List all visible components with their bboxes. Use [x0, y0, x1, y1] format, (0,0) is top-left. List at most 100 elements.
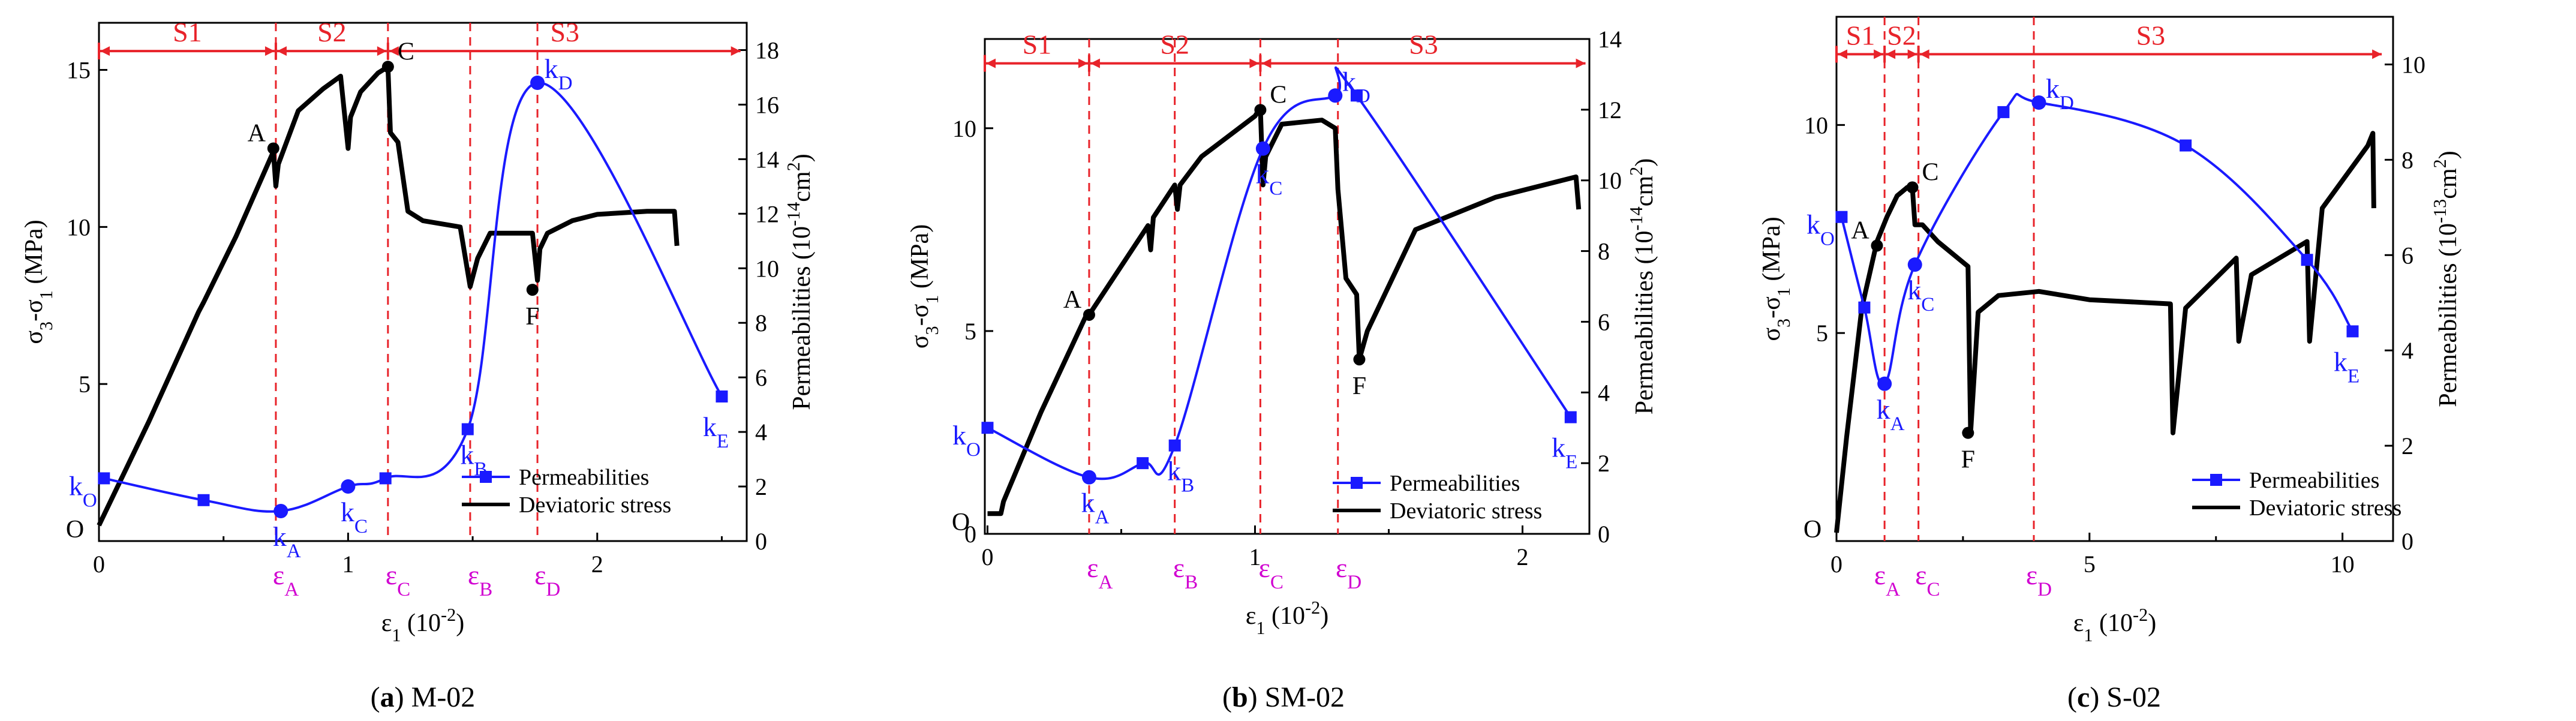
y-right-axis-title: Permeabilities (10-14cm2) [1626, 158, 1658, 415]
stress-point-label: A [1063, 286, 1082, 314]
panel-caption: (b) SM-02 [1222, 681, 1345, 713]
stage-arrow-s3: S3 [1259, 29, 1586, 72]
permeability-label-kd: kD [545, 53, 573, 94]
stage-label: S1 [173, 17, 202, 47]
stage-label: S1 [1846, 20, 1875, 50]
y-left-axis-title: σ3-σ1 (MPa) [906, 224, 942, 349]
stress-point-label: C [398, 38, 414, 65]
stage-label: S3 [550, 17, 579, 47]
y-right-tick-label: 6 [1598, 308, 1610, 335]
stage-arrow-s1: S1 [1835, 20, 1884, 63]
y-left-tick-label: 5 [79, 371, 91, 398]
strain-label-eps-b: εB [468, 560, 492, 600]
y-right-tick-label: 12 [1598, 97, 1622, 124]
permeability-point [530, 76, 545, 91]
y-right-tick-label: 10 [2401, 51, 2425, 78]
stress-point-a [1083, 308, 1095, 321]
permeability-point [2180, 139, 2192, 152]
legend-permeability-label: Permeabilities [519, 465, 649, 490]
permeability-point [1137, 457, 1149, 470]
y-right-tick-label: 0 [2401, 528, 2413, 555]
y-right-tick-label: 14 [1598, 26, 1622, 53]
y-right-tick-label: 12 [755, 200, 779, 227]
strain-label-eps-c: εC [386, 560, 410, 600]
y-right-tick-label: 8 [755, 310, 767, 337]
series-permeabilities [103, 81, 723, 513]
stage-label: S3 [1409, 29, 1438, 60]
permeability-label-ka: kA [1081, 488, 1109, 528]
permeability-point [2031, 95, 2046, 110]
permeability-point [1858, 301, 1871, 314]
permeability-point [1835, 211, 1848, 223]
series-permeabilities [987, 66, 1572, 480]
y-right-tick-label: 0 [755, 528, 767, 555]
y-left-tick-label: 5 [1816, 320, 1828, 347]
permeability-point [1907, 257, 1922, 272]
permeability-point [341, 479, 356, 494]
x-tick-label: 1 [342, 551, 354, 578]
stage-arrow-head-left [986, 58, 996, 68]
plot-frame [984, 38, 1591, 535]
y-right-tick-label: 6 [755, 364, 767, 391]
strain-label-eps-d: εD [534, 560, 560, 600]
legend-permeability-marker [1351, 477, 1363, 489]
x-tick-label: 1 [1249, 543, 1261, 570]
stress-point-label: A [1851, 217, 1869, 245]
stage-label: S2 [1160, 29, 1189, 60]
y-left-tick-label: 5 [964, 318, 976, 345]
origin-label: O [952, 509, 970, 536]
y-right-axis-title: Permeabilities (10-13cm2) [2430, 151, 2462, 407]
stage-arrow-head-right [264, 46, 275, 56]
x-axis-title: ε1 (10-2) [1246, 597, 1328, 638]
y-right-tick-label: 14 [755, 146, 779, 173]
y-left-tick-label: 10 [1804, 112, 1828, 139]
stage-arrow-head-right [377, 46, 387, 56]
permeability-label-kc: kC [1907, 275, 1934, 316]
permeability-point [1877, 376, 1892, 391]
permeability-label-kb: kB [1167, 456, 1194, 497]
x-axis-title: ε1 (10-2) [381, 605, 464, 645]
y-left-tick-label: 0 [964, 521, 976, 548]
permeability-label-kd: kD [2046, 73, 2074, 114]
y-right-tick-label: 10 [755, 255, 779, 282]
permeability-point [2346, 325, 2359, 338]
series-deviatoric-stress [1834, 131, 2376, 533]
stress-point-f [1962, 426, 1974, 439]
y-right-tick-label: 18 [755, 37, 779, 64]
strain-label-eps-c: εC [1915, 560, 1940, 600]
permeability-point [197, 494, 210, 506]
y-right-tick-label: 2 [2401, 432, 2413, 459]
x-axis-title: ε1 (10-2) [2073, 605, 2156, 645]
strain-label-eps-a: εA [1087, 552, 1113, 593]
permeability-point [1328, 88, 1343, 103]
stress-point-label: C [1270, 81, 1287, 109]
stage-arrow-s2: S2 [1087, 29, 1260, 72]
legend-stress-label: Deviatoric stress [2249, 495, 2401, 521]
stage-arrow-s3: S3 [1917, 20, 2382, 63]
strain-label-eps-d: εD [1336, 552, 1361, 593]
permeability-label-ka: kA [273, 521, 301, 562]
stage-arrow-head-right [1078, 58, 1088, 68]
permeability-point [98, 472, 110, 485]
chart-panel-c: 0 5 10 5 10 0 2 4 6 8 10 ε1 (10-2) σ3-σ1 (MPa) Permea… [1758, 16, 2462, 713]
stage-arrow-head-right [2372, 49, 2382, 59]
permeability-point [1168, 439, 1181, 452]
permeability-label-ke: kE [1552, 432, 1577, 473]
stress-point-label: F [525, 303, 539, 331]
stage-arrow-s1: S1 [984, 29, 1088, 72]
y-left-tick-label: 10 [952, 115, 976, 142]
x-tick-label: 10 [2331, 551, 2355, 578]
y-right-tick-label: 2 [1598, 450, 1610, 477]
stage-label: S1 [1023, 29, 1052, 60]
y-right-axis-title: Permeabilities (10-14cm2) [783, 154, 816, 410]
y-right-tick-label: 8 [1598, 238, 1610, 265]
stage-arrow-head-right [1249, 58, 1260, 68]
strain-label-eps-d: εD [2026, 560, 2052, 600]
stage-arrow-s1: S1 [98, 17, 275, 60]
x-tick-label: 0 [1830, 551, 1842, 578]
stress-point-a [267, 142, 279, 155]
stress-point-f [1353, 353, 1366, 366]
